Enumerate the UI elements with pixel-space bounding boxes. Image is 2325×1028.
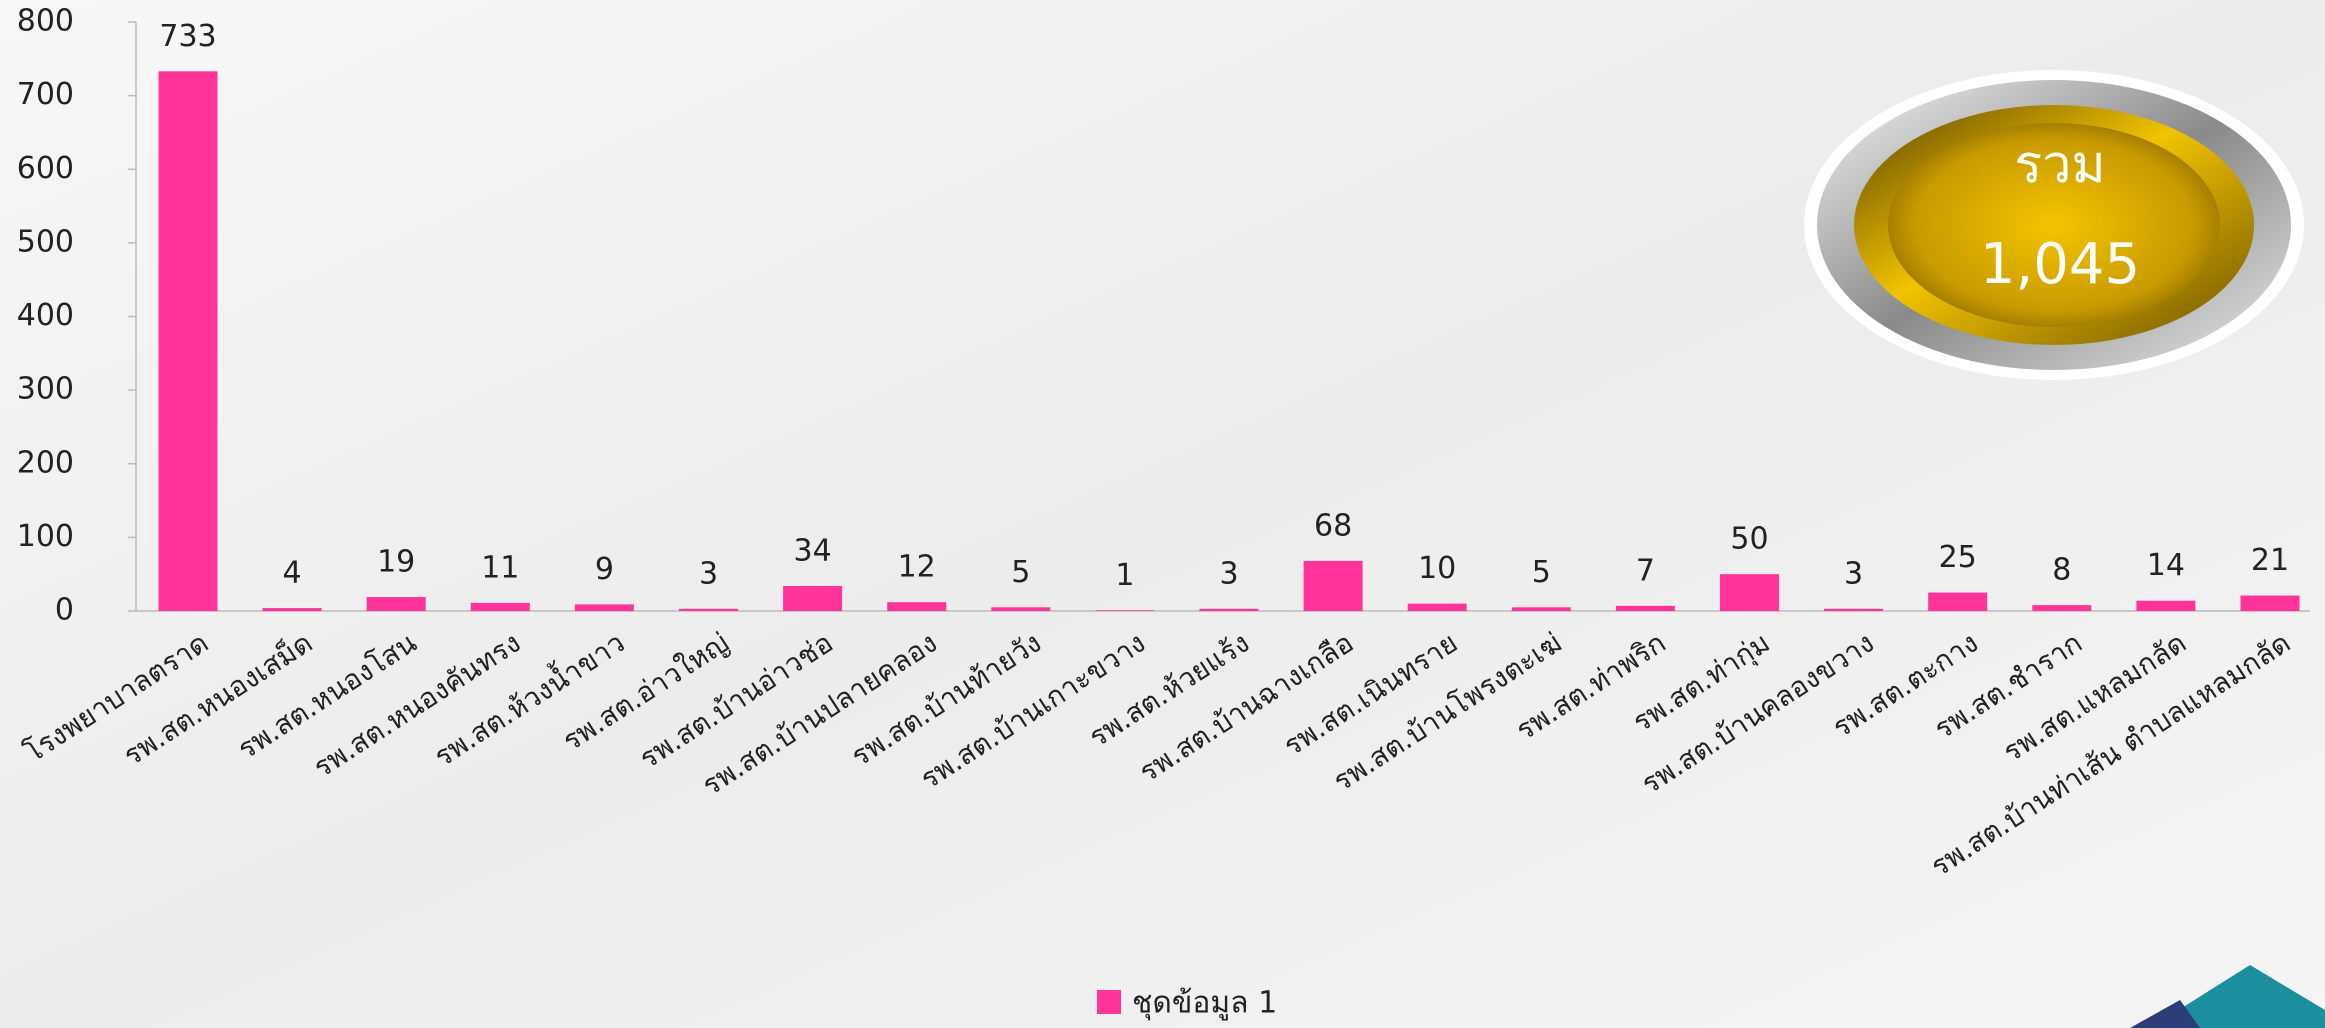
bar bbox=[1407, 603, 1467, 611]
logo-decoration bbox=[2130, 1000, 2200, 1028]
y-tick-label: 600 bbox=[17, 151, 74, 186]
bar bbox=[887, 602, 947, 611]
bar bbox=[679, 608, 738, 611]
bar bbox=[2240, 595, 2300, 611]
data-label: 3 bbox=[1219, 556, 1238, 591]
data-label: 3 bbox=[699, 556, 718, 591]
bar bbox=[470, 602, 530, 611]
bar bbox=[574, 604, 634, 611]
y-tick-label: 100 bbox=[17, 519, 74, 554]
data-label: 5 bbox=[1011, 555, 1030, 590]
y-tick-label: 500 bbox=[17, 224, 74, 259]
data-label: 733 bbox=[159, 19, 216, 54]
y-tick-label: 400 bbox=[17, 298, 74, 333]
legend-swatch bbox=[1097, 990, 1121, 1014]
logo-decoration bbox=[2150, 965, 2325, 1028]
data-label: 7 bbox=[1636, 553, 1655, 588]
bar bbox=[2032, 605, 2092, 611]
y-tick-label: 700 bbox=[17, 77, 74, 112]
badge-value: 1,045 bbox=[1980, 232, 2140, 297]
legend-label: ชุดข้อมูล 1 bbox=[1132, 986, 1277, 1022]
data-label: 21 bbox=[2251, 543, 2289, 578]
bar bbox=[1199, 608, 1259, 611]
data-label: 14 bbox=[2147, 548, 2185, 583]
data-label: 9 bbox=[595, 552, 614, 587]
bar bbox=[991, 607, 1051, 611]
y-tick-label: 300 bbox=[17, 372, 74, 407]
bar bbox=[366, 597, 426, 611]
data-label: 34 bbox=[794, 533, 832, 568]
y-tick-label: 0 bbox=[55, 593, 74, 628]
y-tick-label: 200 bbox=[17, 445, 74, 480]
bar bbox=[2136, 600, 2196, 611]
data-label: 11 bbox=[481, 550, 519, 585]
bar bbox=[1824, 608, 1884, 611]
y-tick-label: 800 bbox=[17, 4, 74, 39]
data-label: 12 bbox=[898, 550, 936, 585]
bar bbox=[1615, 605, 1675, 611]
data-label: 19 bbox=[377, 545, 415, 580]
bar bbox=[1720, 574, 1779, 611]
bar bbox=[262, 608, 322, 611]
bar bbox=[1095, 610, 1155, 611]
legend: ชุดข้อมูล 1 bbox=[1097, 986, 1277, 1022]
bar bbox=[158, 71, 218, 612]
bar bbox=[783, 585, 843, 611]
data-label: 50 bbox=[1730, 522, 1768, 557]
data-label: 8 bbox=[2052, 553, 2071, 588]
badge-label: รวม bbox=[2014, 135, 2105, 195]
data-label: 3 bbox=[1844, 556, 1863, 591]
data-label: 25 bbox=[1939, 540, 1977, 575]
data-label: 4 bbox=[283, 556, 302, 591]
data-label: 1 bbox=[1115, 558, 1134, 593]
bar bbox=[1303, 560, 1363, 611]
data-label: 5 bbox=[1532, 555, 1551, 590]
bar bbox=[1511, 607, 1571, 611]
bar bbox=[1928, 592, 1988, 611]
data-label: 10 bbox=[1418, 551, 1456, 586]
total-badge: รวม 1,045 bbox=[1804, 70, 2304, 380]
badge-core bbox=[1888, 123, 2220, 327]
data-label: 68 bbox=[1314, 508, 1352, 543]
